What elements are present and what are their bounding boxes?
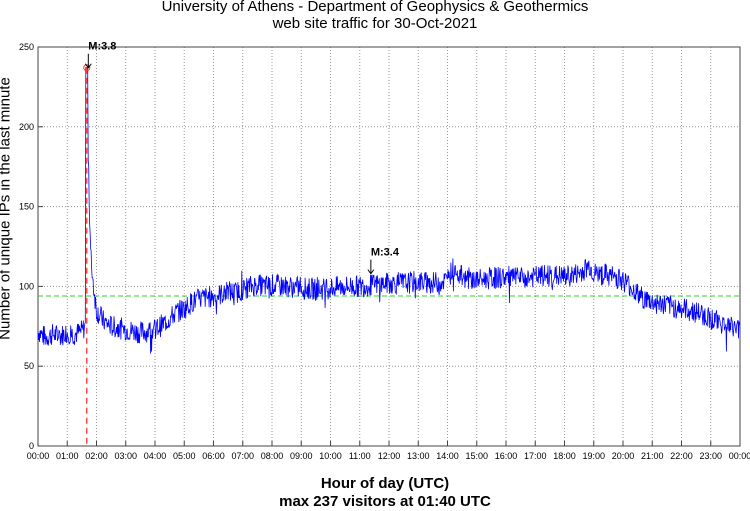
annotation-arrowhead <box>367 269 375 275</box>
annotation-arrowhead <box>84 63 92 69</box>
x-tick-label: 15:00 <box>465 451 488 461</box>
plot-frame <box>37 46 741 447</box>
y-tick-label: 50 <box>24 361 34 371</box>
x-tick-label: 08:00 <box>261 451 284 461</box>
x-tick-label: 20:00 <box>612 451 635 461</box>
y-tick-label: 200 <box>19 122 34 132</box>
x-tick-label: 12:00 <box>378 451 401 461</box>
x-tick-label: 11:00 <box>349 451 371 461</box>
x-tick-label: 00:00 <box>729 451 750 461</box>
annotation-label: M:3.8 <box>88 41 116 53</box>
x-tick-label: 01:00 <box>56 451 79 461</box>
y-tick-label: 100 <box>19 281 34 291</box>
x-tick-label: 18:00 <box>553 451 576 461</box>
x-tick-label: 14:00 <box>436 451 459 461</box>
x-tick-label: 09:00 <box>290 451 313 461</box>
x-tick-label: 02:00 <box>85 451 108 461</box>
x-tick-label: 23:00 <box>699 451 722 461</box>
x-tick-label: 03:00 <box>114 451 137 461</box>
footer-max-text: max 237 visitors at 01:40 UTC <box>279 493 491 510</box>
x-tick-label: 07:00 <box>231 451 254 461</box>
x-axis-label: Hour of day (UTC) <box>320 475 450 492</box>
x-tick-label: 19:00 <box>582 451 605 461</box>
x-tick-label: 13:00 <box>407 451 430 461</box>
x-tick-label: 00:00 <box>27 451 50 461</box>
y-tick-label: 0 <box>29 441 34 451</box>
series-line-visitors <box>37 67 741 354</box>
chart-subtitle: web site traffic for 30-Oct-2021 <box>272 15 478 32</box>
x-tick-label: 21:00 <box>641 451 664 461</box>
max-marker-point <box>83 64 91 72</box>
x-tick-label: 22:00 <box>670 451 693 461</box>
x-tick-label: 10:00 <box>319 451 342 461</box>
y-tick-label: 150 <box>19 202 34 212</box>
x-tick-label: 17:00 <box>524 451 547 461</box>
annotation-label: M:3.4 <box>371 247 400 259</box>
x-tick-label: 04:00 <box>144 451 167 461</box>
chart-title: University of Athens - Department of Geo… <box>161 0 589 15</box>
x-tick-label: 06:00 <box>202 451 225 461</box>
y-tick-label: 250 <box>19 42 34 52</box>
x-tick-label: 16:00 <box>495 451 518 461</box>
x-tick-label: 05:00 <box>173 451 196 461</box>
